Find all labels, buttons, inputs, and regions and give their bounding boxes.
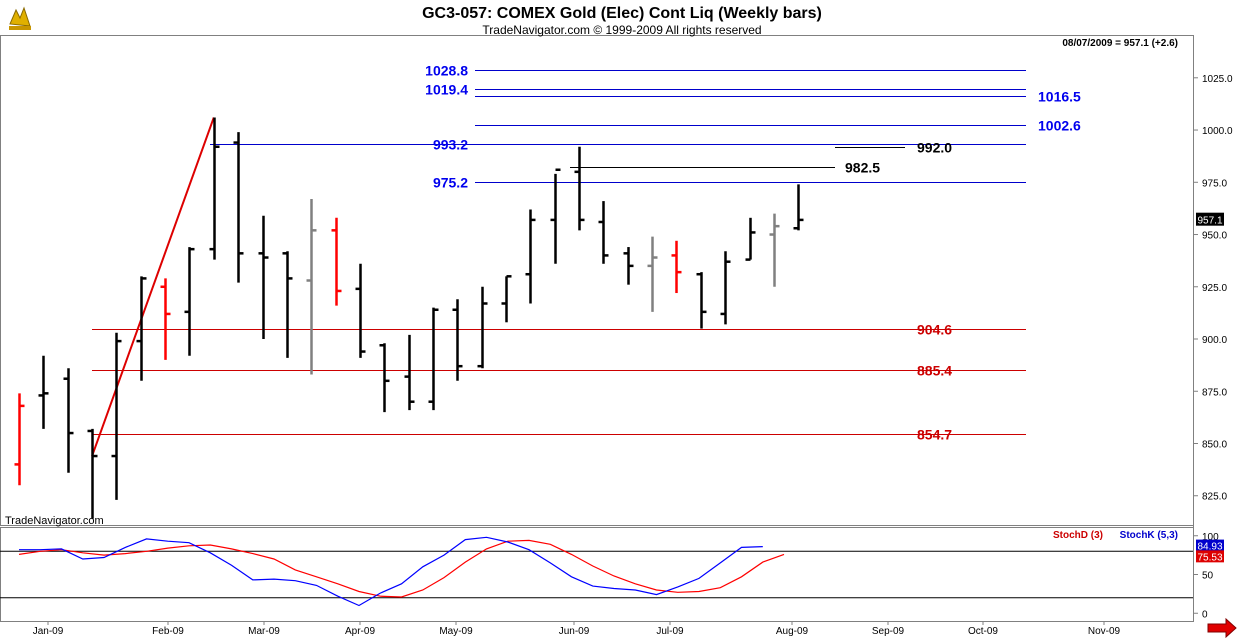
level-label: 992.0 <box>917 140 952 156</box>
x-tick-label: Aug-09 <box>776 626 809 637</box>
ohlc-bar <box>404 334 415 411</box>
x-tick-label: Feb-09 <box>152 626 184 637</box>
y-tick-label: 825.0 <box>1202 492 1227 503</box>
ohlc-bar <box>379 343 390 413</box>
ohlc-bar <box>452 299 463 381</box>
stoch-y-tick-label: 0 <box>1202 609 1208 620</box>
stoch-k-line <box>19 536 763 607</box>
y-tick-label: 1025.0 <box>1202 74 1233 85</box>
y-tick-label: 950.0 <box>1202 231 1227 242</box>
ohlc-bar <box>696 272 707 329</box>
last-price-info: 08/07/2009 = 957.1 (+2.6) <box>1062 38 1178 49</box>
ohlc-bar <box>87 428 98 519</box>
stoch-d-value-marker <box>1196 550 1224 563</box>
level-label: 1028.8 <box>425 63 468 79</box>
ohlc-bar <box>111 332 122 500</box>
x-tick-label: Apr-09 <box>345 626 375 637</box>
level-label: 982.5 <box>845 160 880 176</box>
y-tick-label: 900.0 <box>1202 335 1227 346</box>
ohlc-bar <box>671 240 682 294</box>
stoch-k-legend: StochK (5,3) <box>1120 530 1178 541</box>
level-label: 975.2 <box>433 175 468 191</box>
x-tick-label: Jun-09 <box>559 626 590 637</box>
ohlc-bar <box>623 247 634 285</box>
ohlc-bar <box>355 263 366 358</box>
x-tick-label: Mar-09 <box>248 626 280 637</box>
x-tick-label: Jan-09 <box>33 626 64 637</box>
ohlc-bar <box>720 251 731 325</box>
ohlc-bar <box>184 247 195 356</box>
stoch-d-legend: StochD (3) <box>1053 530 1103 541</box>
x-tick-label: Nov-09 <box>1088 626 1121 637</box>
ohlc-bar <box>63 368 74 473</box>
ohlc-bar <box>160 278 171 360</box>
ohlc-bar <box>477 286 488 369</box>
last-price-marker <box>1196 212 1224 226</box>
watermark: TradeNavigator.com <box>5 515 104 527</box>
ohlc-bar <box>233 132 244 283</box>
x-tick-label: May-09 <box>439 626 473 637</box>
scroll-right-arrow-icon[interactable] <box>1207 617 1237 639</box>
ohlc-bar <box>574 146 585 231</box>
level-label: 854.7 <box>917 427 952 443</box>
ohlc-bar <box>525 209 536 304</box>
chart-title: GC3-057: COMEX Gold (Elec) Cont Liq (Wee… <box>422 5 822 22</box>
level-label: 885.4 <box>917 363 952 379</box>
y-tick-label: 1000.0 <box>1202 126 1233 137</box>
ohlc-bar <box>258 215 269 340</box>
ohlc-bar <box>282 251 293 358</box>
stoch-y-tick-label: 100 <box>1202 532 1219 543</box>
ohlc-bar <box>745 217 756 261</box>
stoch-d-value-label: 75.53 <box>1197 552 1222 563</box>
level-lines: 1028.8 1019.4 1016.5 1002.6 993.2 992.0 982.5 9… <box>92 63 1081 443</box>
ohlc-bar <box>428 307 439 411</box>
price-bars <box>14 117 804 519</box>
ohlc-bar <box>136 276 147 381</box>
x-tick-label: Oct-09 <box>968 626 998 637</box>
ohlc-bar <box>793 184 804 231</box>
level-label: 904.6 <box>917 322 952 338</box>
level-label: 993.2 <box>433 137 468 153</box>
ohlc-bar <box>550 168 561 264</box>
trendline-segment <box>91 117 215 457</box>
ohlc-bar <box>306 199 317 375</box>
x-tick-label: Jul-09 <box>656 626 684 637</box>
y-tick-label: 925.0 <box>1202 283 1227 294</box>
y-tick-label: 875.0 <box>1202 387 1227 398</box>
y-tick-label: 975.0 <box>1202 178 1227 189</box>
trendline <box>91 117 215 457</box>
y-tick-label: 850.0 <box>1202 440 1227 451</box>
level-label: 1019.4 <box>425 82 468 98</box>
stoch-y-tick-label: 50 <box>1202 571 1214 582</box>
stoch-k-value-marker <box>1196 539 1224 552</box>
ohlc-bar <box>38 355 49 429</box>
ohlc-bar <box>769 213 780 287</box>
ohlc-bar <box>647 236 658 312</box>
x-tick-label: Sep-09 <box>872 626 905 637</box>
last-price-label: 957.1 <box>1197 216 1222 227</box>
trade-navigator-logo-icon <box>6 4 34 34</box>
level-label: 1016.5 <box>1038 89 1081 105</box>
ohlc-bar <box>331 217 342 306</box>
stoch-d-line <box>18 539 785 598</box>
ohlc-bar <box>598 201 609 264</box>
chart-subtitle: TradeNavigator.com © 1999-2009 All right… <box>482 23 761 37</box>
stoch-k-value-label: 84.93 <box>1197 542 1222 553</box>
time-axis: Jan-09 Feb-09 Mar-09 Apr-09 May-09 Jun-09 Jul-… <box>33 621 1121 637</box>
level-label: 1002.6 <box>1038 118 1081 134</box>
price-axis: 825.0 850.0 875.0 900.0 925.0 950.0 975.0 1000.… <box>1193 74 1233 503</box>
ohlc-bar <box>209 117 220 260</box>
ohlc-bar <box>501 275 512 323</box>
ohlc-bar <box>14 393 25 486</box>
